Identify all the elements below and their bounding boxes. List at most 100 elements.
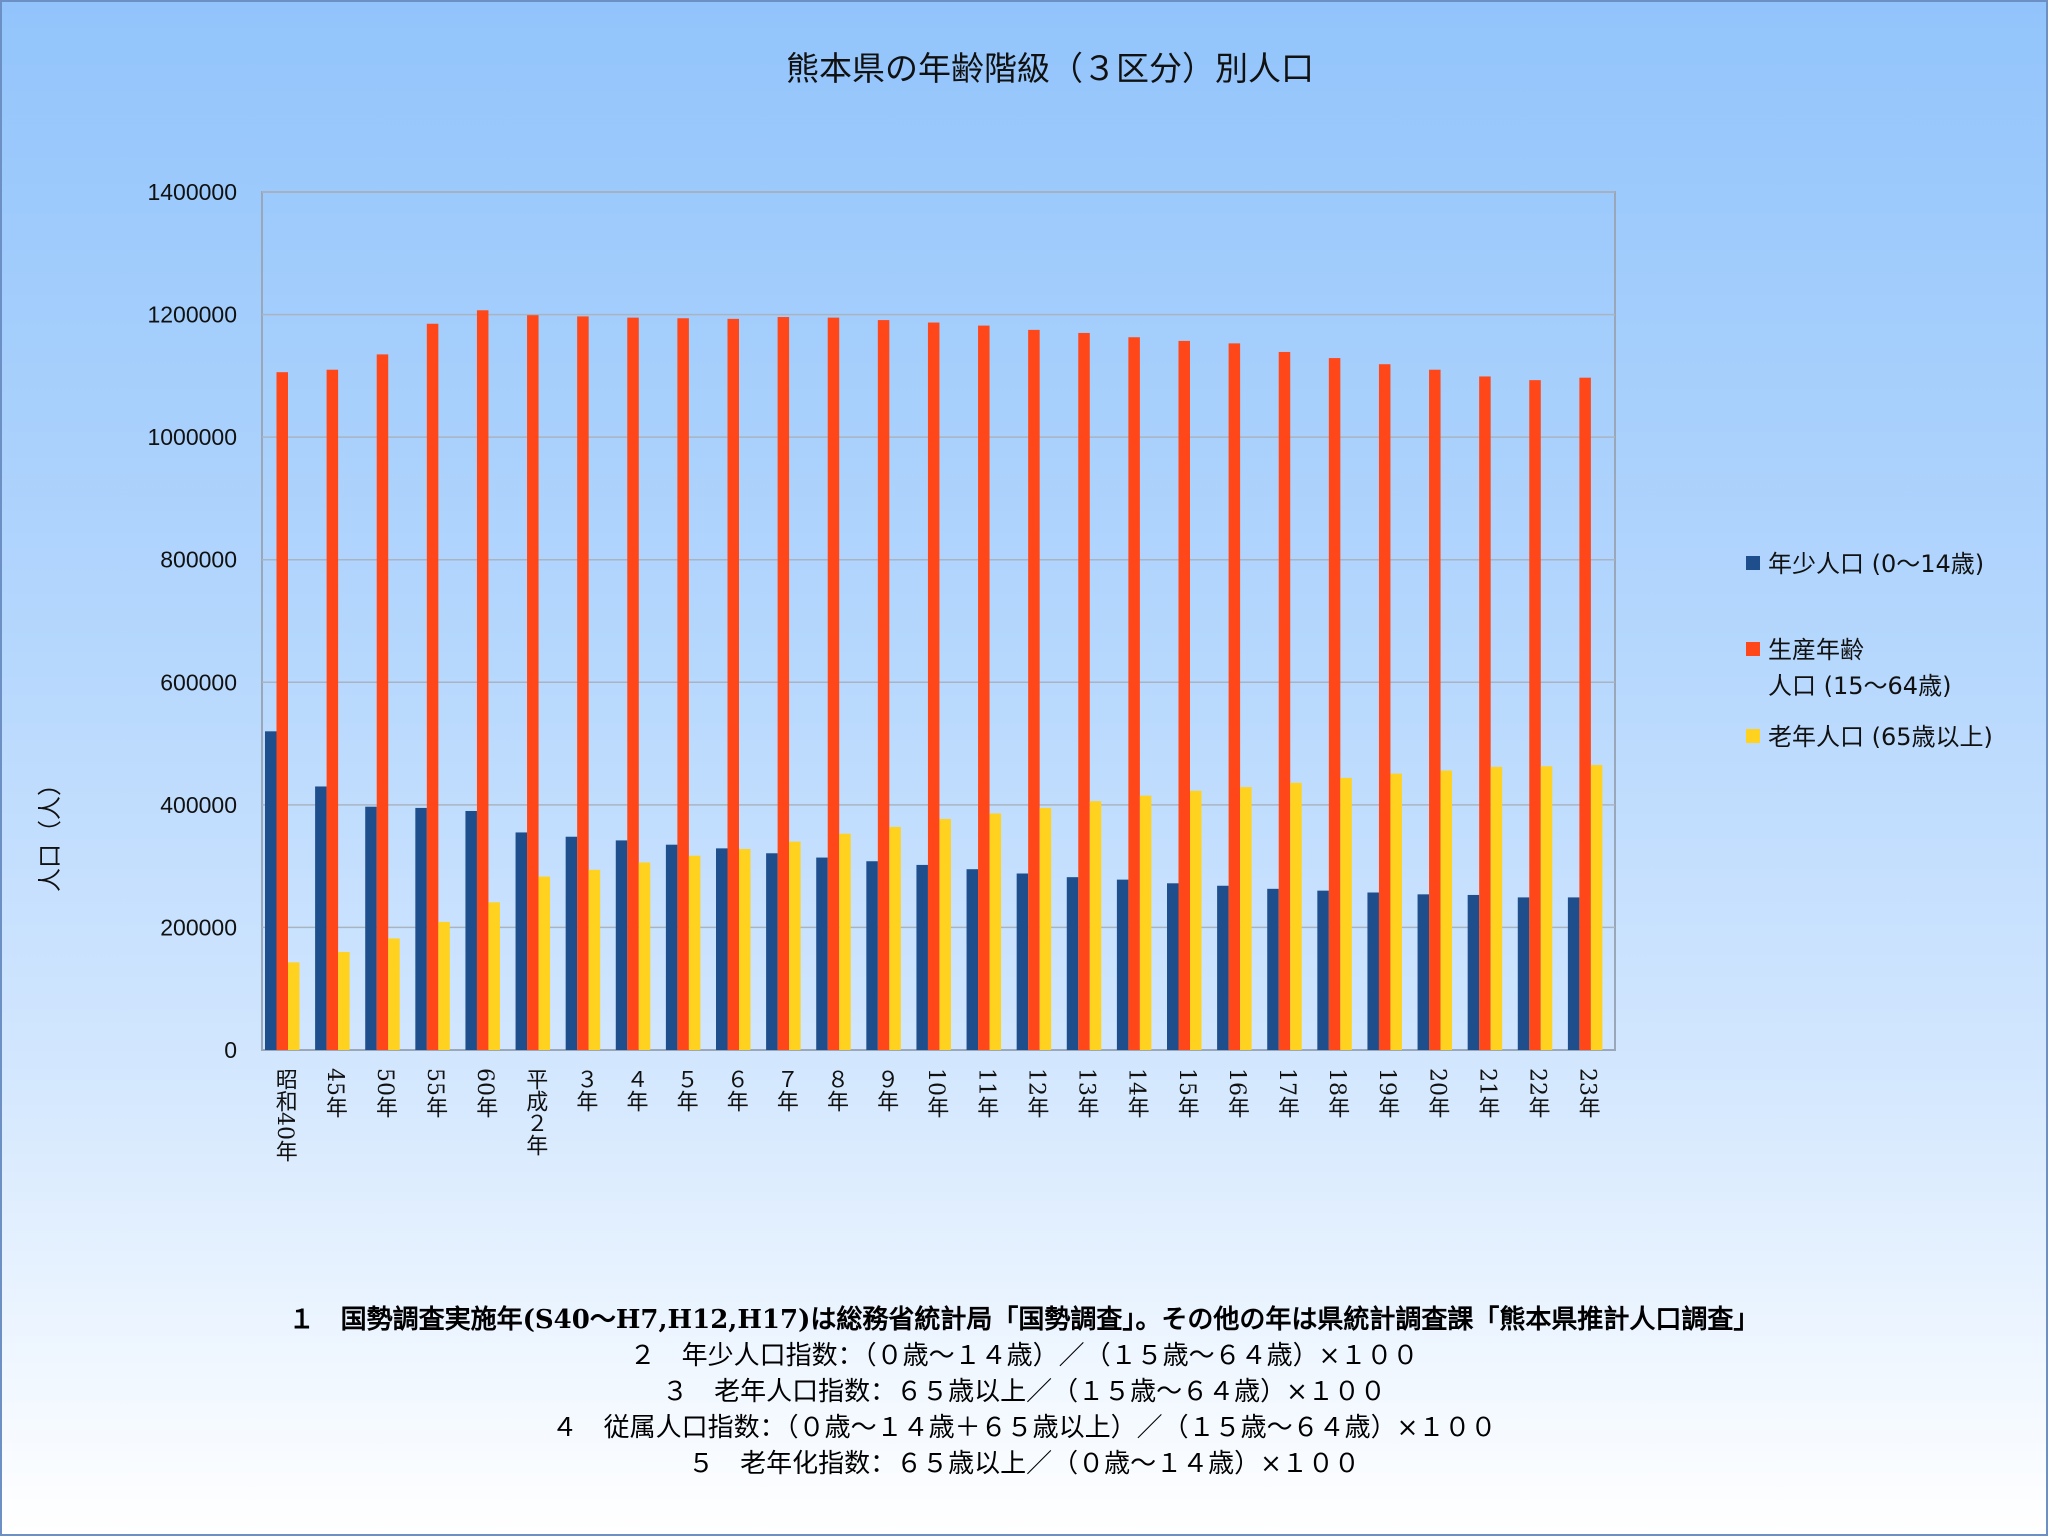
bar-elderly <box>989 813 1002 1050</box>
x-tick-label: 23年 <box>1575 1068 1600 1118</box>
bar-working <box>877 320 890 1050</box>
bar-youth <box>1367 892 1379 1050</box>
bar-working <box>1529 380 1541 1050</box>
legend-swatch <box>1746 729 1760 743</box>
bar-youth <box>565 836 578 1050</box>
bar-elderly <box>1039 807 1052 1050</box>
y-tick-label: 600000 <box>160 669 237 695</box>
bar-elderly <box>1240 787 1252 1050</box>
y-axis-ticks: 1400000 1200000 1000000 800000 600000 400000 2… <box>147 179 237 1063</box>
bar-youth <box>1016 873 1029 1050</box>
bar-elderly <box>538 876 551 1050</box>
bar-working <box>1128 337 1140 1050</box>
bar-elderly <box>1340 777 1352 1050</box>
y-tick-label: 1200000 <box>147 302 237 328</box>
x-tick-label: 14年 <box>1124 1068 1149 1118</box>
x-tick-label: 10年 <box>923 1068 948 1118</box>
bar-working <box>476 310 489 1050</box>
x-tick-label: ９年 <box>873 1068 898 1112</box>
bar-elderly <box>388 938 400 1050</box>
bar-working <box>927 322 940 1050</box>
x-tick-label: 60年 <box>472 1068 497 1118</box>
bar-elderly <box>889 826 901 1050</box>
bar-working <box>627 317 639 1050</box>
bar-elderly <box>438 921 450 1050</box>
bar-youth <box>1066 877 1079 1050</box>
bar-elderly <box>939 818 951 1050</box>
bar-youth <box>1217 885 1229 1050</box>
x-tick-label: 50年 <box>372 1068 397 1118</box>
y-tick-label: 400000 <box>160 792 237 818</box>
bar-youth <box>716 848 728 1050</box>
x-tick-label: 21年 <box>1474 1068 1499 1118</box>
x-tick-label: 18年 <box>1324 1068 1349 1118</box>
bar-youth <box>916 864 928 1050</box>
footnote-5: ５ 老年化指数：６５歳以上／（０歳～１４歳）×１００ <box>688 1449 1360 1479</box>
x-tick-label: 55年 <box>422 1068 447 1118</box>
bar-youth <box>1267 888 1279 1050</box>
bar-working <box>1078 332 1090 1050</box>
bar-elderly <box>789 841 801 1050</box>
bar-working <box>1378 364 1391 1050</box>
bar-youth <box>866 861 878 1050</box>
bar-working <box>326 369 339 1050</box>
bar-elderly <box>288 962 300 1050</box>
bar-working <box>1429 369 1441 1050</box>
x-tick-label: ４年 <box>623 1068 648 1112</box>
bar-youth <box>615 840 628 1050</box>
legend-label: 年少人口 (0～14歳) <box>1768 550 1984 578</box>
bar-youth <box>1116 879 1129 1050</box>
bar-working <box>1328 358 1341 1050</box>
x-tick-label: 15年 <box>1174 1068 1199 1118</box>
bar-working <box>1278 351 1291 1051</box>
bar-working <box>1479 376 1491 1051</box>
x-tick-label: 平成２年 <box>522 1068 548 1156</box>
y-tick-label: 800000 <box>160 547 237 573</box>
bar-youth <box>1167 883 1179 1050</box>
bar-working <box>1579 377 1591 1051</box>
footnotes: １ 国勢調査実施年(S40～H7,H12,H17)は総務省統計局「国勢調査」。そ… <box>0 1302 2048 1482</box>
x-tick-label: 22年 <box>1525 1068 1550 1118</box>
bar-elderly <box>739 848 751 1050</box>
x-tick-label: 20年 <box>1424 1068 1449 1118</box>
x-tick-label: 16年 <box>1224 1068 1249 1118</box>
x-tick-label: ６年 <box>723 1068 748 1112</box>
bar-youth <box>766 853 778 1050</box>
bar-elderly <box>638 862 651 1050</box>
x-tick-label: 12年 <box>1023 1068 1048 1118</box>
bar-elderly <box>1490 766 1503 1050</box>
bar-elderly <box>1290 782 1302 1050</box>
bar-elderly <box>1540 766 1553 1050</box>
bars <box>265 310 1603 1051</box>
x-tick-label: 19年 <box>1374 1068 1399 1118</box>
bar-working <box>1028 329 1040 1051</box>
bar-youth <box>465 810 477 1050</box>
y-tick-label: 1400000 <box>147 179 237 205</box>
bar-elderly <box>1590 765 1603 1050</box>
y-tick-label: 200000 <box>160 914 237 940</box>
bar-elderly <box>338 951 350 1050</box>
y-tick-label: 0 <box>224 1037 237 1063</box>
bar-elderly <box>1139 795 1152 1050</box>
legend-label: 老年人口 (65歳以上) <box>1768 723 1993 751</box>
bar-elderly <box>588 869 601 1050</box>
y-axis-label: 人口（人） <box>36 772 64 892</box>
x-tick-label: ５年 <box>673 1068 698 1112</box>
legend-label: 人口 (15～64歳) <box>1768 672 1951 700</box>
footnote-3: ３ 老年人口指数：６５歳以上／（１５歳～６４歳）×１００ <box>662 1377 1386 1407</box>
bar-youth <box>1417 894 1430 1050</box>
x-tick-label: 13年 <box>1074 1068 1099 1118</box>
bar-elderly <box>1390 773 1402 1050</box>
bar-youth <box>1467 894 1480 1050</box>
footnote-2: ２ 年少人口指数：（０歳～１４歳）／（１５歳～６４歳）×１００ <box>629 1341 1419 1371</box>
x-tick-label: ８年 <box>823 1068 848 1112</box>
bar-working <box>727 318 739 1050</box>
bar-working <box>527 315 539 1050</box>
x-tick-label: 11年 <box>973 1068 998 1118</box>
legend-swatch <box>1746 642 1760 656</box>
chart-title: 熊本県の年齢階級（３区分）別人口 <box>786 49 1314 88</box>
bar-youth <box>665 844 678 1050</box>
bar-working <box>276 372 288 1050</box>
